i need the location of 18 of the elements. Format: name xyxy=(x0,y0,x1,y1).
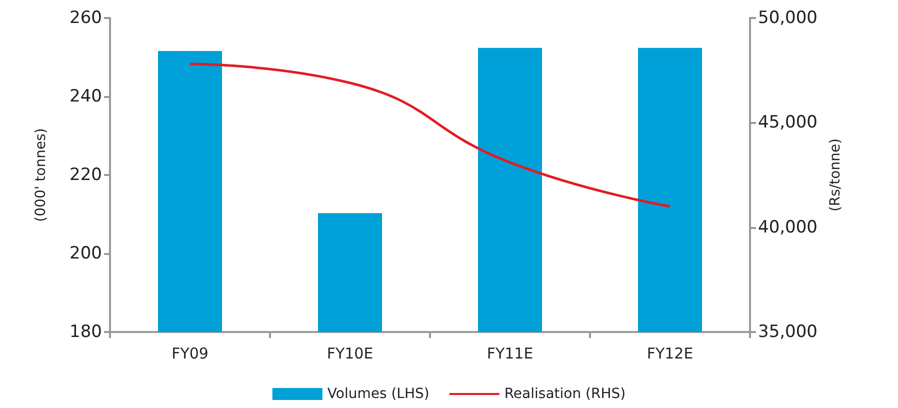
x-tick-label: FY11E xyxy=(486,344,534,362)
legend-label: Volumes (LHS) xyxy=(327,386,430,402)
x-tick-label: FY10E xyxy=(326,344,374,362)
y-tick-label: 180 xyxy=(70,322,102,342)
y-tick-label: 220 xyxy=(70,165,102,185)
y2-tick-label: 45,000 xyxy=(758,112,818,133)
y2-tick-label: 50,000 xyxy=(758,8,818,28)
y2-axis-title: (Rs/tonne) xyxy=(827,138,844,212)
y-tick-label: 240 xyxy=(70,86,102,106)
y-axis-title: (000' tonnes) xyxy=(33,128,49,222)
line-series xyxy=(188,62,672,208)
y-tick-label: 260 xyxy=(70,8,102,28)
y2-tick-label: 40,000 xyxy=(758,217,818,238)
y2-tick-label: 35,000 xyxy=(758,322,818,342)
y-tick-label: 200 xyxy=(70,244,102,264)
x-tick-label: FY09 xyxy=(172,344,208,362)
x-tick-label: FY12E xyxy=(646,344,694,362)
legend-label: Realisation (RHS) xyxy=(504,386,626,402)
